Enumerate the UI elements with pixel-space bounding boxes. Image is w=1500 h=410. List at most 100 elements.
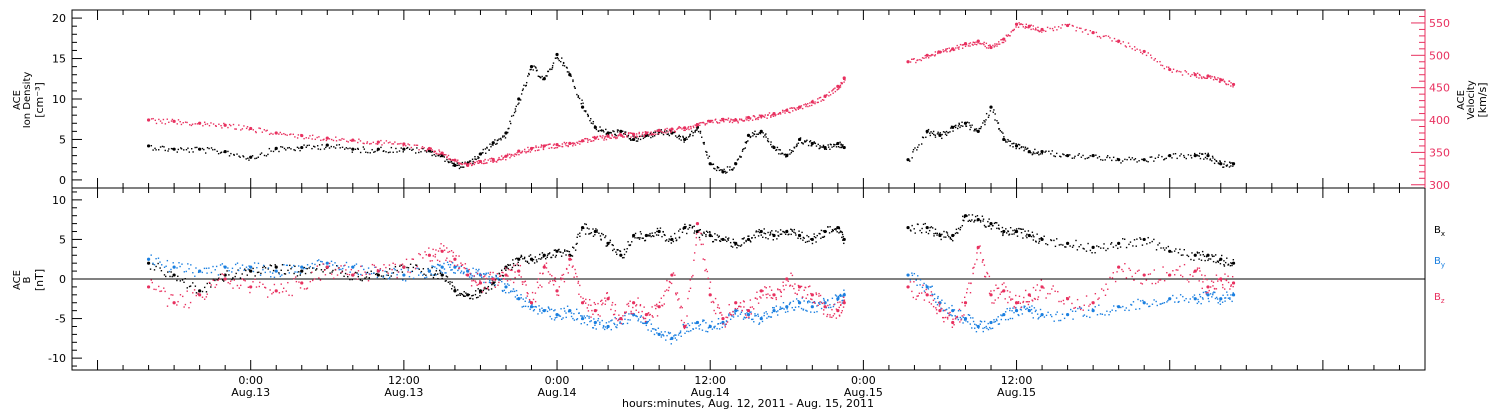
velocity-sample bbox=[493, 160, 496, 162]
by-sample bbox=[318, 259, 320, 261]
bz-sample bbox=[831, 308, 833, 311]
bz-sample bbox=[1220, 280, 1222, 282]
bx-sample bbox=[582, 227, 585, 230]
bz-sample bbox=[497, 284, 499, 286]
velocity-sample bbox=[993, 46, 995, 48]
by-sample bbox=[1199, 293, 1201, 296]
velocity-sample bbox=[832, 92, 834, 94]
by-sample bbox=[1231, 300, 1233, 303]
bz-sample bbox=[944, 309, 946, 312]
bz-sample bbox=[618, 318, 620, 321]
bz-sample bbox=[416, 265, 418, 268]
velocity-sample bbox=[668, 129, 671, 131]
bz-sample bbox=[562, 273, 565, 276]
velocity-point bbox=[1014, 22, 1019, 26]
by-point bbox=[1193, 297, 1197, 301]
velocity-sample bbox=[294, 136, 296, 138]
density-sample bbox=[525, 84, 527, 87]
velocity-sample bbox=[346, 140, 348, 142]
bz-sample bbox=[567, 272, 569, 274]
bx-sample bbox=[599, 235, 602, 237]
by-sample bbox=[801, 297, 803, 299]
bx-sample bbox=[340, 272, 342, 274]
bz-sample bbox=[319, 279, 322, 281]
bz-point bbox=[172, 301, 176, 305]
bx-sample bbox=[485, 288, 487, 290]
bz-sample bbox=[1173, 274, 1176, 276]
by-sample bbox=[754, 313, 756, 315]
by-sample bbox=[1004, 318, 1007, 321]
bz-sample bbox=[1028, 300, 1030, 303]
bz-sample bbox=[249, 291, 251, 294]
bz-sample bbox=[767, 293, 769, 295]
velocity-sample bbox=[297, 134, 300, 136]
bx-sample bbox=[957, 232, 959, 234]
density-sample bbox=[1089, 155, 1091, 157]
velocity-sample bbox=[666, 127, 668, 130]
density-sample bbox=[336, 144, 338, 146]
bx-sample bbox=[640, 233, 642, 235]
density-sample bbox=[1024, 146, 1027, 148]
density-sample bbox=[716, 167, 719, 169]
velocity-sample bbox=[572, 142, 574, 144]
density-sample bbox=[260, 152, 263, 154]
density-sample bbox=[515, 105, 517, 108]
by-sample bbox=[451, 262, 454, 264]
bz-sample bbox=[1212, 281, 1215, 283]
density-sample bbox=[1065, 155, 1067, 157]
bz-sample bbox=[520, 276, 522, 278]
density-sample bbox=[1158, 154, 1160, 156]
bz-sample bbox=[668, 280, 671, 283]
bz-sample bbox=[982, 259, 985, 261]
by-point bbox=[402, 273, 406, 277]
bz-sample bbox=[570, 258, 573, 261]
bx-sample bbox=[686, 232, 688, 235]
by-sample bbox=[524, 305, 527, 308]
by-sample bbox=[660, 331, 663, 333]
bx-sample bbox=[479, 292, 481, 294]
bz-sample bbox=[972, 272, 974, 275]
density-sample bbox=[729, 166, 731, 168]
velocity-sample bbox=[629, 132, 632, 134]
velocity-sample bbox=[1187, 73, 1190, 75]
density-sample bbox=[809, 140, 812, 142]
bz-sample bbox=[790, 272, 792, 274]
bz-sample bbox=[184, 303, 187, 306]
bx-sample bbox=[730, 245, 732, 247]
bz-sample bbox=[630, 312, 632, 315]
by-sample bbox=[178, 262, 180, 264]
density-sample bbox=[425, 151, 428, 153]
by-sample bbox=[170, 268, 172, 271]
bx-sample bbox=[254, 275, 256, 277]
bx-sample bbox=[463, 291, 465, 293]
velocity-sample bbox=[677, 127, 679, 130]
velocity-sample bbox=[937, 52, 939, 55]
bx-sample bbox=[159, 267, 161, 269]
bz-sample bbox=[823, 302, 825, 304]
bx-sample bbox=[228, 274, 230, 276]
by-sample bbox=[739, 313, 742, 315]
bx-sample bbox=[656, 230, 658, 233]
bx-sample bbox=[1026, 236, 1028, 239]
by-sample bbox=[782, 301, 785, 304]
velocity-sample bbox=[430, 147, 432, 149]
bx-sample bbox=[209, 282, 211, 284]
bx-sample bbox=[959, 228, 961, 231]
density-sample bbox=[1004, 139, 1007, 141]
velocity-sample bbox=[1015, 26, 1017, 28]
density-sample bbox=[474, 158, 476, 160]
by-sample bbox=[393, 267, 395, 270]
bx-sample bbox=[711, 235, 713, 238]
bx-sample bbox=[308, 267, 310, 269]
velocity-sample bbox=[609, 137, 611, 139]
bz-sample bbox=[729, 313, 732, 316]
velocity-sample bbox=[761, 114, 764, 117]
by-sample bbox=[554, 317, 557, 319]
bx-sample bbox=[996, 222, 998, 224]
bx-sample bbox=[629, 244, 632, 246]
density-point bbox=[1117, 158, 1121, 162]
density-sample bbox=[770, 141, 772, 143]
velocity-sample bbox=[1080, 27, 1082, 30]
bz-sample bbox=[809, 285, 811, 287]
density-sample bbox=[695, 129, 697, 131]
